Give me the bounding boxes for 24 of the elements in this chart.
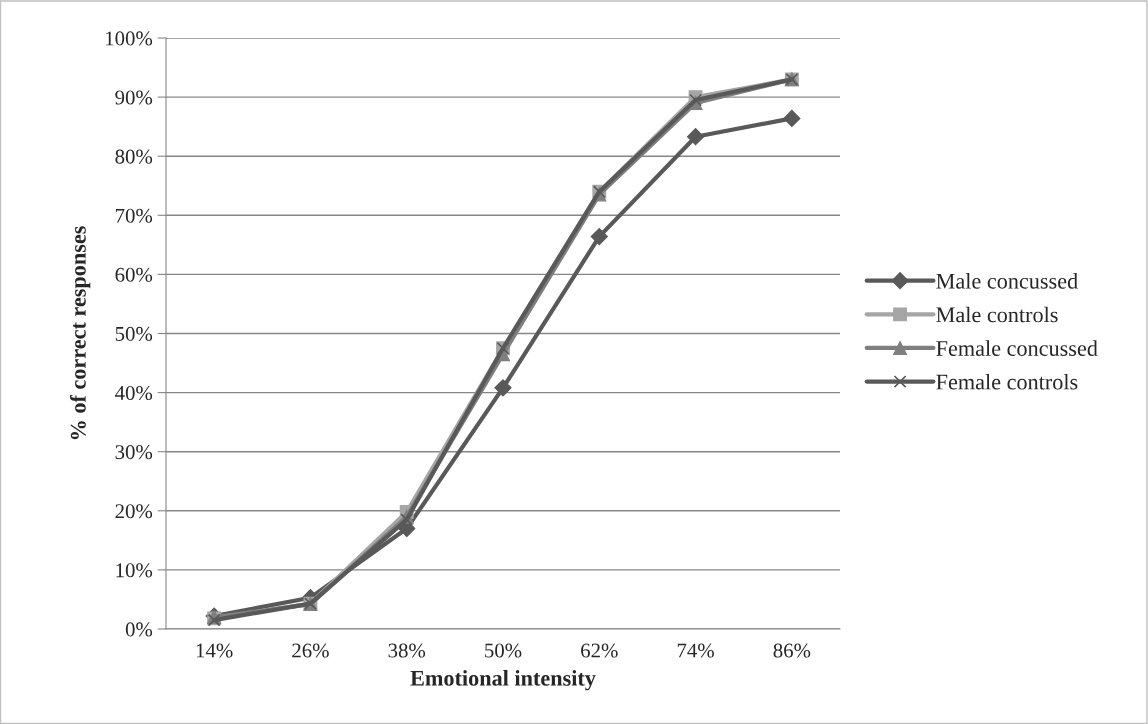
y-tick-label: 60%	[115, 267, 153, 282]
y-tick-label: 30%	[115, 445, 153, 460]
legend-label: Male concussed	[936, 273, 1078, 289]
legend-label: Female controls	[936, 373, 1078, 390]
x-tick-label: 26%	[292, 643, 329, 658]
y-tick-label: 40%	[115, 385, 153, 401]
x-axis-title: Emotional intensity	[410, 670, 596, 691]
x-tick-label: 38%	[388, 643, 426, 658]
x-tick-label: 14%	[196, 643, 233, 658]
x-tick-label: 74%	[677, 643, 714, 658]
y-tick-label: 20%	[115, 504, 153, 519]
y-tick-label: 70%	[115, 208, 153, 223]
legend-label: Female concussed	[936, 340, 1098, 356]
y-axis-title: % of correct responses	[69, 226, 91, 440]
x-tick-label: 86%	[773, 643, 811, 658]
y-tick-label: 50%	[115, 326, 153, 341]
y-tick-label: 90%	[115, 90, 153, 105]
y-tick-label: 0%	[125, 622, 153, 637]
x-tick-label: 62%	[581, 643, 618, 658]
y-tick-label: 10%	[116, 563, 153, 578]
y-tick-label: 80%	[115, 149, 153, 164]
x-tick-label: 50%	[485, 643, 522, 658]
y-tick-label: 100%	[106, 31, 153, 46]
legend-label: Male controls	[936, 306, 1058, 323]
